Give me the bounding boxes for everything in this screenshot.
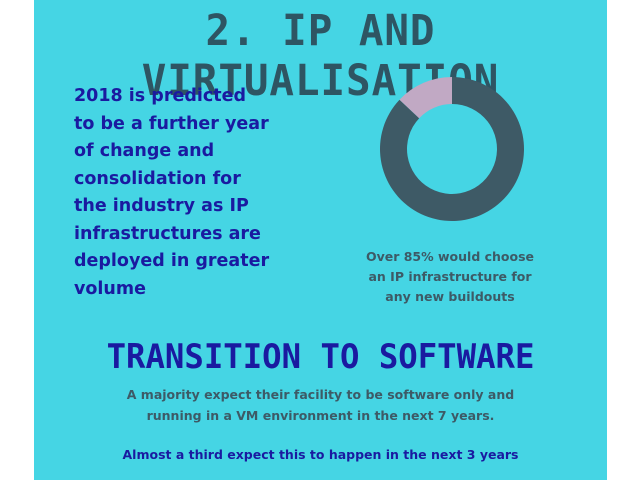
intro-line: consolidation for — [74, 168, 241, 189]
intro-paragraph: 2018 is predicted to be a further year o… — [74, 83, 294, 303]
donut-caption: Over 85% would choose an IP infrastructu… — [350, 247, 550, 307]
ip-share-donut-chart — [379, 77, 524, 221]
section-highlight-line: Almost a third expect this to happen in … — [122, 447, 519, 462]
intro-line: to be a further year — [74, 113, 269, 134]
intro-line: 2018 is predicted — [74, 86, 246, 106]
caption-line: any new buildouts — [385, 289, 515, 304]
caption-line: Over 85% would choose — [365, 249, 535, 264]
donut-segment-other — [399, 77, 452, 119]
intro-line: deployed in greater — [74, 251, 270, 271]
section-heading: TRANSITION TO SOFTWARE — [106, 337, 535, 377]
section-text-line: A majority expect their facility to be s… — [126, 387, 515, 402]
caption-line: an IP infrastructure for — [368, 269, 532, 284]
intro-line: the industry as IP — [74, 196, 249, 216]
section-text-line: running in a VM environment in the next … — [146, 408, 495, 423]
infographic-panel: 2. IP AND VIRTUALISATION 2018 is predict… — [34, 0, 607, 480]
intro-line: of change and — [74, 141, 215, 161]
intro-line: infrastructures are — [74, 223, 261, 244]
donut-segment-ip — [379, 77, 524, 221]
intro-line: volume — [74, 278, 146, 299]
